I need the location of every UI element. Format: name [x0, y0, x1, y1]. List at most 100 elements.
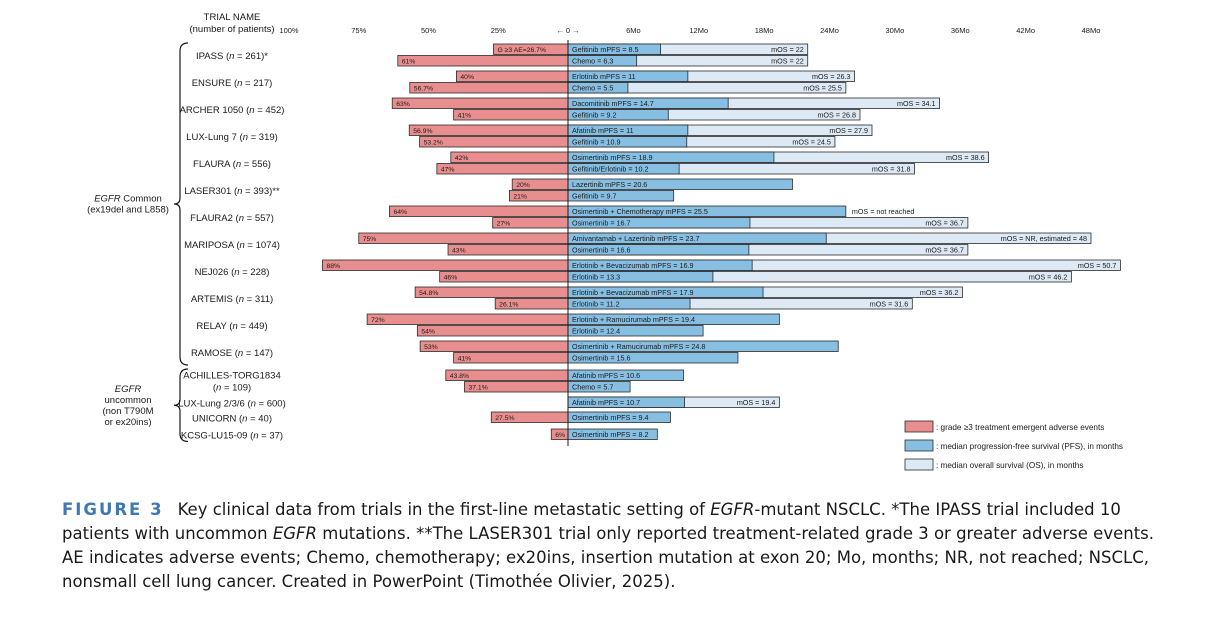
trial-name: UNICORN (n = 40)	[192, 413, 272, 424]
pfs-label: Erlotinib = 13.3	[572, 273, 620, 282]
pfs-label: Amivantamab + Lazertinib mPFS = 23.7	[572, 234, 699, 243]
figure-caption: FIGURE 3 Key clinical data from trials in…	[62, 498, 1162, 594]
trial-name: RELAY (n = 449)	[196, 321, 267, 332]
legend-swatch-pfs	[904, 439, 934, 452]
pfs-label: Gefitinib = 9.7	[572, 192, 617, 201]
os-label: mOS = 24.5	[792, 138, 831, 147]
trial-name: MARIPOSA (n = 1074)	[184, 240, 280, 251]
pfs-label: Erlotinib + Bevacizumab mPFS = 16.9	[572, 261, 693, 270]
time-tick-label: 36Mo	[951, 26, 970, 35]
caption-text-3: mutations. **The LASER301 trial only rep…	[62, 524, 1155, 591]
trial-name: LUX-Lung 7 (n = 319)	[186, 132, 278, 143]
caption-text-2: -mutant NSCLC. *The IPASS trial included…	[62, 500, 1121, 543]
header-subtitle: (number of patients)	[189, 24, 274, 35]
ae-label: 27.5%	[495, 415, 514, 422]
pfs-label: Erlotinib = 12.4	[572, 327, 620, 336]
ae-bar	[409, 82, 569, 94]
time-tick-label: 24Mo	[820, 26, 839, 35]
os-label: mOS = 26.8	[817, 111, 856, 120]
pfs-label: Osimertinib = 16.6	[572, 246, 631, 255]
ae-label: 56.9%	[413, 128, 432, 135]
os-label: mOS = 36.7	[925, 219, 964, 228]
pfs-label: Afatinib mPFS = 10.7	[572, 398, 640, 407]
ae-bar	[397, 55, 569, 67]
pfs-label: Dacomitinib mPFS = 14.7	[572, 99, 654, 108]
ae-label: 41%	[458, 356, 472, 363]
ae-label: 43.8%	[450, 373, 469, 380]
ae-label: 6%	[555, 432, 565, 439]
ae-label: 88%	[326, 263, 340, 270]
pfs-label: Erlotinib + Bevacizumab mPFS = 17.9	[572, 288, 693, 297]
os-label: mOS = 22	[771, 57, 804, 66]
group-label-line: (non T790M	[102, 406, 153, 417]
group-label: EGFR	[115, 384, 142, 395]
center-axis-label: ← 0 →	[556, 26, 579, 35]
pfs-label: Chemo = 6.3	[572, 57, 613, 66]
trial-name: IPASS (n = 261)*	[196, 51, 268, 62]
ae-label: 54%	[421, 329, 435, 336]
legend-label-os: : median overall survival (OS), in month…	[936, 461, 1083, 470]
pfs-label: Erlotinib mPFS = 11	[572, 72, 636, 81]
ae-label: 46%	[444, 275, 458, 282]
os-label: mOS = 26.3	[812, 72, 851, 81]
pfs-label: Osimertinib mPFS = 9.4	[572, 413, 649, 422]
ae-label: 53%	[424, 344, 438, 351]
ae-label: 37.1%	[468, 385, 487, 392]
os-label: mOS = 27.9	[829, 126, 868, 135]
legend-label-ae: : grade ≥3 treatment emergent adverse ev…	[936, 423, 1104, 432]
pfs-label: Gefitinib/Erlotinib = 10.2	[572, 165, 649, 174]
ae-bar	[408, 124, 569, 136]
pfs-label: Osimertinib = 15.6	[572, 354, 631, 363]
trial-name: KCSG-LU15-09 (n = 37)	[181, 430, 283, 441]
pfs-label: Erlotinib = 11.2	[572, 300, 620, 309]
pfs-label: Afatinib mPFS = 11	[572, 126, 634, 135]
figure-label: FIGURE 3	[62, 500, 164, 519]
pfs-label: Osimertinib + Ramucirumab mPFS = 24.8	[572, 342, 705, 351]
os-label: mOS = 25.5	[803, 84, 842, 93]
time-tick-label: 48Mo	[1082, 26, 1101, 35]
group-label-line: uncommon	[105, 395, 152, 406]
pfs-label: Gefitinib = 9.2	[572, 111, 617, 120]
ae-label: 41%	[458, 113, 472, 120]
os-label: mOS = not reached	[852, 207, 915, 216]
ae-label: 20%	[516, 182, 530, 189]
group-label: EGFR Common	[94, 194, 162, 205]
ae-tick-label: 50%	[421, 26, 436, 35]
ae-label: 47%	[441, 167, 455, 174]
pfs-label: Osimertinib = 16.7	[572, 219, 631, 228]
ae-bar	[436, 163, 569, 175]
trial-chart: TRIAL NAME(number of patients) 100% 75% 50%…	[87, 12, 1123, 471]
time-tick-label: 6Mo	[626, 26, 641, 35]
ae-label: 64%	[393, 209, 407, 216]
ae-label: 63%	[396, 101, 410, 108]
pfs-label: Gefitinib mPFS = 8.5	[572, 45, 639, 54]
trial-name: ARCHER 1050 (n = 452)	[180, 105, 285, 116]
pfs-label: Gefitinib = 10.9	[572, 138, 621, 147]
trial-name: ARTEMIS (n = 311)	[191, 294, 273, 305]
os-label: mOS = 36.2	[920, 288, 959, 297]
os-label: mOS = 19.4	[737, 398, 776, 407]
pfs-label: Osimertinib + Chemotherapy mPFS = 25.5	[572, 207, 708, 216]
ae-tick-label: 75%	[351, 26, 366, 35]
ae-label: 75%	[363, 236, 377, 243]
ae-label: 40%	[460, 74, 474, 81]
trial-n: (n = 109)	[213, 383, 251, 394]
caption-egfr-1: EGFR	[710, 500, 755, 519]
os-label: mOS = NR, estimated = 48	[1001, 234, 1087, 243]
ae-bar	[366, 313, 569, 325]
ae-label: 61%	[402, 59, 416, 66]
pfs-label: Afatinib mPFS = 10.6	[572, 371, 640, 380]
ae-label: 54.8%	[419, 290, 438, 297]
os-label: mOS = 22	[771, 45, 804, 54]
ae-label: 42%	[455, 155, 469, 162]
ae-label: 26.1%	[499, 302, 518, 309]
os-label: mOS = 38.6	[946, 153, 985, 162]
os-label: mOS = 46.2	[1029, 273, 1068, 282]
os-label: mOS = 34.1	[897, 99, 936, 108]
ae-label: 53.2%	[424, 140, 443, 147]
pfs-label: Osimertinib mPFS = 8.2	[572, 430, 649, 439]
pfs-label: Erlotinib + Ramucirumab mPFS = 19.4	[572, 315, 695, 324]
header-title: TRIAL NAME	[204, 12, 261, 23]
ae-tick-label: 25%	[491, 26, 506, 35]
os-label: mOS = 36.7	[925, 246, 964, 255]
